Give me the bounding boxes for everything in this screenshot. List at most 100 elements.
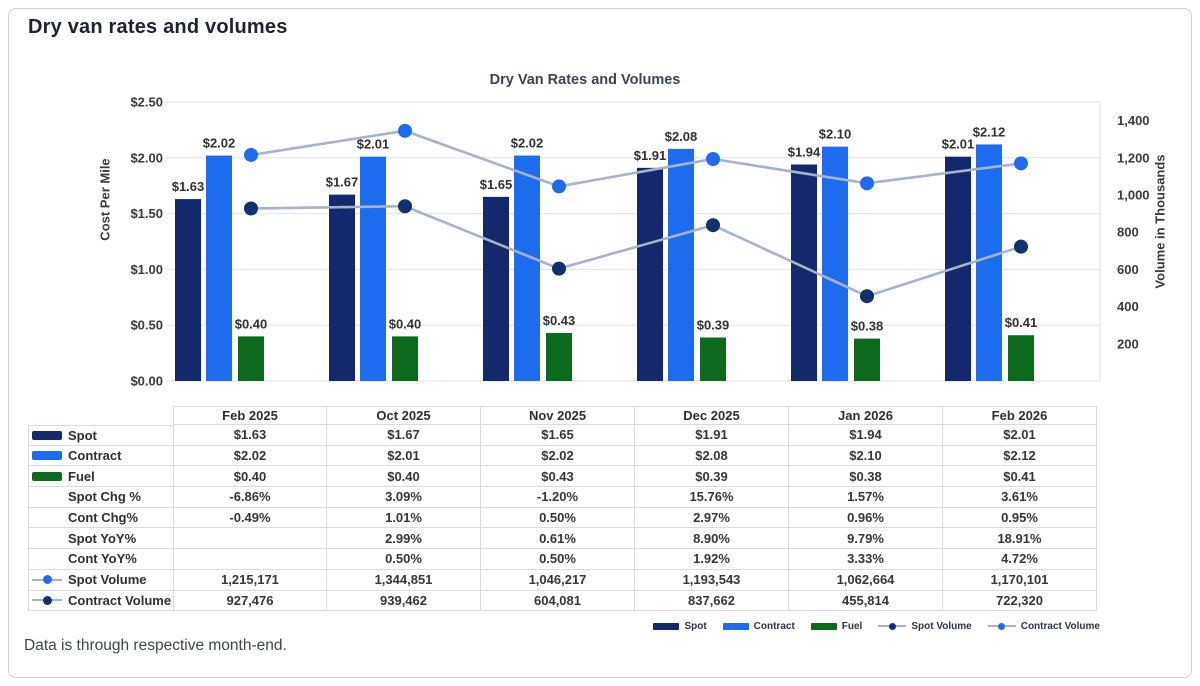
table-cell: 0.50% [481, 549, 635, 570]
table-cell: $0.38 [789, 466, 943, 488]
bar-value-label: $2.02 [203, 136, 236, 151]
table-cell [173, 528, 327, 550]
spot-volume-legend-line-swatch [878, 622, 907, 630]
right-axis-tick-label: 1,000 [1117, 188, 1150, 203]
legend-item-contract-volume: Contract Volume [987, 621, 1100, 632]
legend-item-fuel: Fuel [810, 620, 863, 632]
bar-value-label: $1.67 [326, 175, 359, 190]
table-cell: 2.97% [635, 507, 789, 529]
table-cell: 1,215,171 [173, 569, 327, 591]
left-axis-tick-label: $2.50 [130, 95, 163, 110]
table-cell: $0.39 [635, 466, 789, 488]
spot-volume-marker [398, 123, 412, 138]
table-cell: 1.01% [327, 507, 481, 529]
contract-volume-marker [398, 199, 412, 214]
bar-value-label: $1.94 [788, 144, 821, 159]
table-cell: 927,476 [173, 590, 327, 612]
row-label-text: Spot [68, 427, 97, 443]
left-axis-tick-label: $0.50 [130, 318, 163, 333]
row-label-text: Cont YoY% [68, 551, 137, 567]
bar-value-label: $0.38 [851, 319, 884, 334]
contract-bar [360, 156, 386, 381]
table-cell: -6.86% [173, 487, 327, 508]
fuel-bar [1008, 335, 1034, 381]
contract-volume-marker [1014, 239, 1028, 254]
page-title: Dry van rates and volumes [28, 16, 288, 38]
row-label-spot-chg: Spot Chg % [28, 487, 173, 508]
row-label-text: Spot Volume [68, 572, 147, 588]
legend-label: Spot Volume [911, 620, 972, 632]
spot-volume-line [250, 129, 1022, 188]
fuel-bar [854, 338, 880, 381]
contract-swatch [32, 451, 62, 461]
contract-volume-legend-line-swatch [987, 622, 1016, 630]
contract-bar [668, 148, 694, 381]
legend-item-spot-volume: Spot Volume [878, 620, 972, 632]
left-axis-tick-label: $1.00 [130, 262, 163, 277]
bar-value-label: $0.39 [697, 317, 730, 332]
table-cell: $0.40 [327, 466, 481, 488]
table-cell: 4.72% [943, 549, 1097, 570]
left-axis-tick-label: $1.50 [130, 206, 163, 221]
table-cell: 604,081 [481, 590, 635, 612]
table-cell: $2.10 [789, 445, 943, 467]
table-cell: $0.41 [943, 466, 1097, 488]
legend-label: Spot [684, 620, 707, 632]
fuel-bar [392, 336, 418, 381]
contract-volume-marker [860, 289, 874, 304]
right-axis-tick-label: 400 [1117, 299, 1139, 314]
spot-volume-marker [706, 152, 720, 167]
table-cell: 15.76% [635, 487, 789, 508]
bar-value-label: $0.40 [389, 316, 422, 331]
chart-legend: Spot Contract Fuel Spot Volume Contract Volu… [653, 619, 1100, 633]
table-cell: -1.20% [481, 487, 635, 508]
right-axis-tick-label: 200 [1117, 336, 1139, 351]
contract-bar [976, 144, 1002, 381]
fuel-legend-swatch [810, 622, 837, 630]
table-cell: 0.95% [943, 507, 1097, 529]
contract-volume-marker [552, 261, 566, 276]
spot-volume-marker [244, 147, 258, 162]
contract-legend-swatch [722, 622, 749, 630]
dry-van-rates-volumes-chart: $0.00 $0.50 $1.00 $1.50 $2.00 $2.50 200 400 600 8… [130, 95, 1150, 389]
table-cell: 1,046,217 [481, 569, 635, 591]
row-label-fuel: Fuel [28, 466, 173, 488]
row-label-text: Contract [68, 448, 122, 464]
table-cell: $1.63 [173, 425, 327, 446]
table-cell: 3.61% [943, 487, 1097, 508]
table-cell: 1,344,851 [327, 569, 481, 591]
spot-bar [791, 164, 817, 381]
table-cell: 1,193,543 [635, 569, 789, 591]
table-cell: $2.02 [481, 445, 635, 467]
table-cell: $1.65 [481, 425, 635, 446]
right-axis-tick-label: 800 [1117, 225, 1139, 240]
table-cell: 1,062,664 [789, 569, 943, 591]
legend-label: Contract [753, 620, 795, 632]
chart-title: Dry Van Rates and Volumes [489, 72, 681, 88]
table-cell: 722,320 [943, 590, 1097, 612]
row-label-spot-yoy: Spot YoY% [28, 528, 173, 550]
column-header: Dec 2025 [635, 406, 789, 425]
table-cell: -0.49% [173, 507, 327, 529]
bar-value-label: $2.08 [665, 129, 698, 144]
table-cell: 3.09% [327, 487, 481, 508]
row-label-contract-volume: Contract Volume [28, 590, 173, 612]
bar-value-label: $2.01 [357, 137, 390, 152]
row-label-cont-yoy: Cont YoY% [28, 549, 173, 570]
contract-bar [206, 155, 232, 381]
rates-volumes-table: Feb 2025 Oct 2025 Nov 2025 Dec 2025 Jan 2026… [28, 406, 1097, 612]
fuel-swatch [32, 471, 62, 481]
row-label-text: Fuel [68, 468, 95, 484]
table-cell: $2.08 [635, 445, 789, 467]
contract-bar [822, 146, 848, 381]
swatch-spacer [32, 492, 62, 501]
table-cell: 1.92% [635, 549, 789, 570]
row-label-text: Cont Chg% [68, 510, 139, 526]
swatch-spacer [32, 534, 62, 543]
swatch-spacer [32, 513, 62, 522]
left-axis-tick-label: $0.00 [130, 374, 163, 389]
row-label-spot: Spot [28, 425, 173, 446]
table-cell: 3.33% [789, 549, 943, 570]
legend-label: Fuel [841, 620, 863, 632]
legend-item-spot: Spot [653, 620, 707, 632]
